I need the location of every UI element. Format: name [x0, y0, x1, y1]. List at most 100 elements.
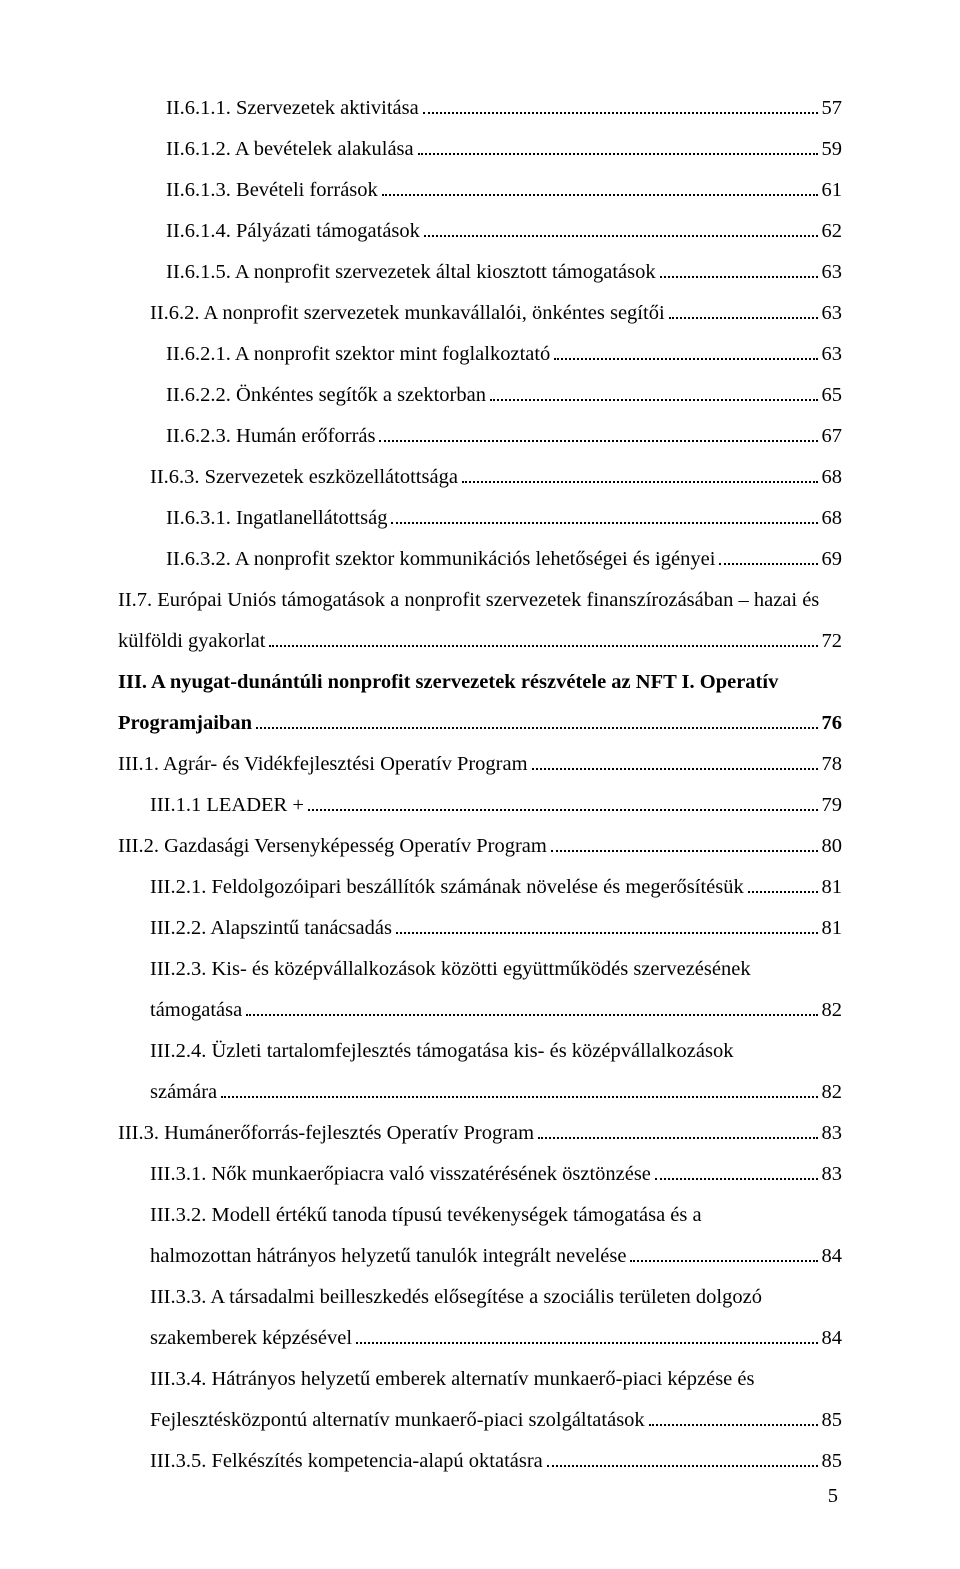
toc-entry-page: 63: [822, 334, 843, 375]
toc-dot-leader: [649, 1406, 818, 1426]
toc-dot-leader: [554, 340, 817, 360]
toc-entry-page: 57: [822, 88, 843, 129]
toc-entry-page: 84: [822, 1236, 843, 1277]
toc-entry: II.6.1.1. Szervezetek aktivitása 57: [118, 88, 842, 129]
toc-dot-leader: [655, 1160, 818, 1180]
toc-dot-leader: [418, 135, 818, 155]
toc-entry: III.2.1. Feldolgozóipari beszállítók szá…: [118, 867, 842, 908]
toc-dot-leader: [423, 94, 818, 114]
toc-dot-leader: [269, 627, 817, 647]
toc-dot-leader: [719, 545, 817, 565]
toc-dot-leader: [490, 381, 818, 401]
toc-dot-leader: [391, 504, 817, 524]
toc-entry-title-line1: III. A nyugat-dunántúli nonprofit szerve…: [118, 662, 842, 703]
toc-entry-title-line2: szakemberek képzésével: [150, 1318, 352, 1359]
toc-entry-lastline: számára82: [150, 1072, 842, 1113]
toc-entry: III.3.3. A társadalmi beilleszkedés elős…: [118, 1277, 842, 1359]
toc-entry-title: II.6.1.3. Bevételi források: [166, 170, 378, 211]
toc-entry-title: II.6.2.2. Önkéntes segítők a szektorban: [166, 375, 486, 416]
toc-entry: III.3.1. Nők munkaerőpiacra való visszat…: [118, 1154, 842, 1195]
toc-entry-page: 68: [822, 498, 843, 539]
toc-entry-title: III.3.1. Nők munkaerőpiacra való visszat…: [150, 1154, 651, 1195]
toc-entry: III. A nyugat-dunántúli nonprofit szerve…: [118, 662, 842, 744]
toc-entry-title-line2: támogatása: [150, 990, 242, 1031]
toc-entry-title: III.3.5. Felkészítés kompetencia-alapú o…: [150, 1441, 543, 1482]
toc-dot-leader: [748, 873, 818, 893]
toc-entry: III.3.4. Hátrányos helyzetű emberek alte…: [118, 1359, 842, 1441]
toc-entry: II.6.3.2. A nonprofit szektor kommunikác…: [118, 539, 842, 580]
document-page: II.6.1.1. Szervezetek aktivitása57II.6.1…: [0, 0, 960, 1569]
toc-entry-title: III.2.2. Alapszintű tanácsadás: [150, 908, 392, 949]
toc-entry: III.3.2. Modell értékű tanoda típusú tev…: [118, 1195, 842, 1277]
toc-dot-leader: [396, 914, 818, 934]
toc-entry-page: 65: [822, 375, 843, 416]
toc-entry-title: III.2. Gazdasági Versenyképesség Operatí…: [118, 826, 547, 867]
toc-entry-title: II.6.3.2. A nonprofit szektor kommunikác…: [166, 539, 715, 580]
toc-dot-leader: [221, 1078, 817, 1098]
toc-entry-title: II.6.1.2. A bevételek alakulása: [166, 129, 414, 170]
toc-entry: II.6.2.2. Önkéntes segítők a szektorban 6…: [118, 375, 842, 416]
toc-entry: II.6.1.2. A bevételek alakulása 59: [118, 129, 842, 170]
toc-entry-title-line1: III.3.2. Modell értékű tanoda típusú tev…: [150, 1195, 842, 1236]
toc-dot-leader: [660, 258, 818, 278]
toc-entry-page: 72: [822, 621, 843, 662]
toc-dot-leader: [551, 832, 818, 852]
toc-dot-leader: [630, 1242, 817, 1262]
toc-entry: III.1. Agrár- és Vidékfejlesztési Operat…: [118, 744, 842, 785]
toc-entry-lastline: Fejlesztésközpontú alternatív munkaerő-p…: [150, 1400, 842, 1441]
toc-entry-title: II.6.3. Szervezetek eszközellátottsága: [150, 457, 458, 498]
toc-entry-title: III.3. Humánerőforrás-fejlesztés Operatí…: [118, 1113, 534, 1154]
toc-entry-page: 68: [822, 457, 843, 498]
toc-entry-lastline: külföldi gyakorlat72: [118, 621, 842, 662]
toc-entry: II.6.1.5. A nonprofit szervezetek által …: [118, 252, 842, 293]
toc-entry-page: 83: [822, 1113, 843, 1154]
toc-entry: II.7. Európai Uniós támogatások a nonpro…: [118, 580, 842, 662]
toc-dot-leader: [538, 1119, 817, 1139]
toc-dot-leader: [669, 299, 818, 319]
toc-entry-title-line2: Programjaiban: [118, 703, 252, 744]
toc-entry-page: 76: [822, 703, 843, 744]
toc-dot-leader: [379, 422, 817, 442]
toc-dot-leader: [532, 750, 818, 770]
toc-entry-title-line1: III.2.3. Kis- és középvállalkozások közö…: [150, 949, 842, 990]
toc-entry: II.6.1.3. Bevételi források 61: [118, 170, 842, 211]
toc-entry-page: 59: [822, 129, 843, 170]
toc-dot-leader: [462, 463, 818, 483]
toc-entry-title-line2: halmozottan hátrányos helyzetű tanulók i…: [150, 1236, 626, 1277]
toc-entry: II.6.3. Szervezetek eszközellátottsága 68: [118, 457, 842, 498]
toc-entry-page: 80: [822, 826, 843, 867]
toc-entry-page: 85: [822, 1400, 843, 1441]
toc-entry: III.3.5. Felkészítés kompetencia-alapú o…: [118, 1441, 842, 1482]
toc-entry-lastline: támogatása82: [150, 990, 842, 1031]
toc-dot-leader: [308, 791, 818, 811]
toc-entry-page: 81: [822, 867, 843, 908]
toc-entry-page: 69: [822, 539, 843, 580]
toc-entry: II.6.1.4. Pályázati támogatások62: [118, 211, 842, 252]
toc-entry: II.6.2. A nonprofit szervezetek munkavál…: [118, 293, 842, 334]
toc-entry-page: 81: [822, 908, 843, 949]
toc-entry: III.2.2. Alapszintű tanácsadás 81: [118, 908, 842, 949]
toc-entry-lastline: halmozottan hátrányos helyzetű tanulók i…: [150, 1236, 842, 1277]
toc-entry-lastline: Programjaiban 76: [118, 703, 842, 744]
toc-dot-leader: [547, 1447, 818, 1467]
toc-entry-title: II.6.2.3. Humán erőforrás: [166, 416, 375, 457]
toc-entry-title-line1: III.3.4. Hátrányos helyzetű emberek alte…: [150, 1359, 842, 1400]
toc-entry-title-line2: Fejlesztésközpontú alternatív munkaerő-p…: [150, 1400, 645, 1441]
toc-entry-title: III.1. Agrár- és Vidékfejlesztési Operat…: [118, 744, 528, 785]
table-of-contents: II.6.1.1. Szervezetek aktivitása57II.6.1…: [118, 88, 842, 1482]
toc-entry-page: 62: [822, 211, 843, 252]
toc-entry-title-line1: III.3.3. A társadalmi beilleszkedés elős…: [150, 1277, 842, 1318]
toc-entry-page: 84: [822, 1318, 843, 1359]
toc-entry-title: II.6.1.5. A nonprofit szervezetek által …: [166, 252, 656, 293]
toc-entry: III.2.4. Üzleti tartalomfejlesztés támog…: [118, 1031, 842, 1113]
toc-entry: III.1.1 LEADER +79: [118, 785, 842, 826]
toc-entry-title: II.6.1.1. Szervezetek aktivitása: [166, 88, 419, 129]
toc-entry-page: 61: [822, 170, 843, 211]
toc-dot-leader: [246, 996, 817, 1016]
toc-dot-leader: [356, 1324, 817, 1344]
toc-entry-title: III.1.1 LEADER +: [150, 785, 304, 826]
toc-entry: II.6.2.1. A nonprofit szektor mint fogla…: [118, 334, 842, 375]
toc-entry-page: 78: [822, 744, 843, 785]
toc-dot-leader: [256, 709, 817, 729]
toc-entry: III.3. Humánerőforrás-fejlesztés Operatí…: [118, 1113, 842, 1154]
